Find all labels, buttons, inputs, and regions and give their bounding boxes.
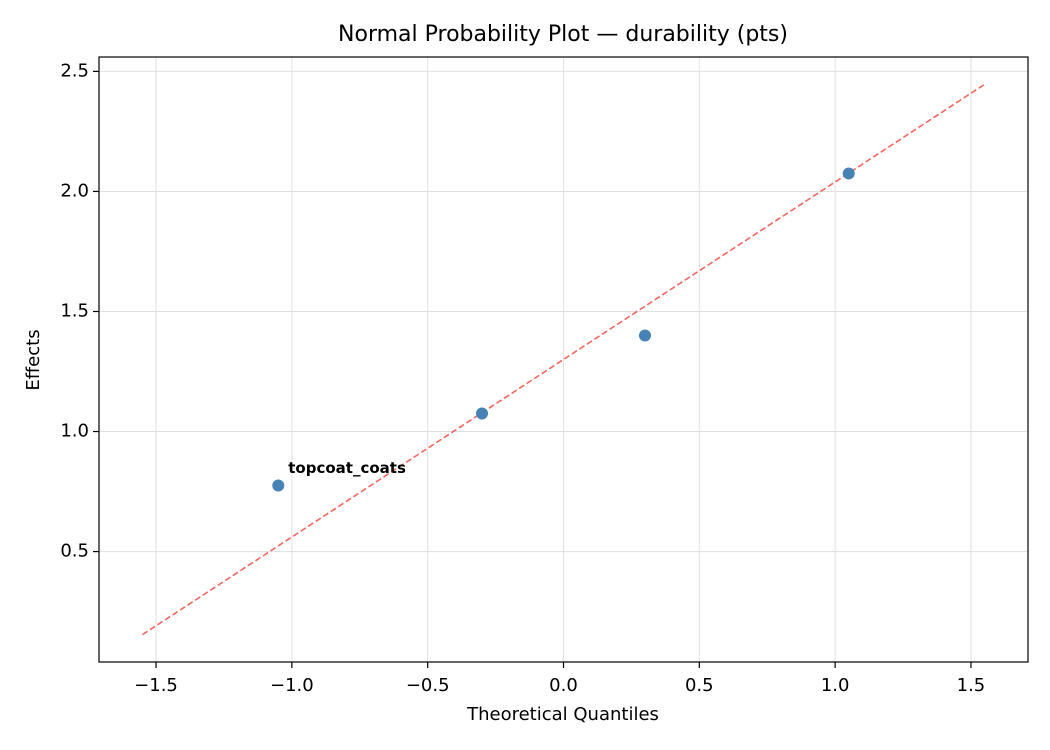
point <box>638 329 651 342</box>
y-tick-label: 0.5 <box>60 541 89 562</box>
x-tick-label: 0.5 <box>685 675 714 696</box>
point <box>842 167 855 180</box>
point <box>476 407 489 420</box>
x-tick-label: 0.0 <box>549 675 578 696</box>
x-tick-label: 1.5 <box>957 675 986 696</box>
x-tick-label: −1.0 <box>270 675 314 696</box>
y-tick-label: 2.0 <box>60 180 89 201</box>
y-tick-label: 1.0 <box>60 421 89 442</box>
chart-title: Normal Probability Plot — durability (pt… <box>338 22 788 47</box>
y-tick-label: 1.5 <box>60 300 89 321</box>
y-tick-label: 2.5 <box>60 60 89 81</box>
x-axis-label: Theoretical Quantiles <box>466 704 659 725</box>
annotation: topcoat_coats <box>288 459 406 477</box>
plot-frame <box>98 56 1029 663</box>
x-tick-label: −0.5 <box>406 675 450 696</box>
y-axis-label: Effects <box>23 329 44 390</box>
point <box>272 479 285 492</box>
x-tick-label: −1.5 <box>134 675 178 696</box>
x-tick-label: 1.0 <box>821 675 850 696</box>
